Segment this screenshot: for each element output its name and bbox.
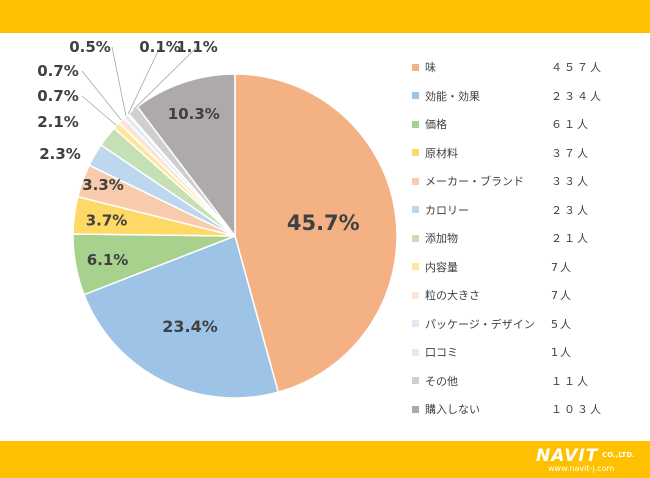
bottom-banner (0, 441, 650, 478)
legend-label: メーカー・ブランド (425, 175, 524, 188)
legend-value: ３７人 (551, 146, 590, 160)
legend-value: １０３人 (551, 403, 603, 416)
data-label: 10.3% (168, 105, 220, 123)
legend-item: 価格 ６１人 (412, 115, 642, 133)
navit-logo: NAVIT CO.,LTD. www.navit-j.com (536, 446, 646, 474)
data-label: 0.7% (37, 62, 79, 80)
data-label: 1.1% (176, 38, 218, 56)
legend-swatch (412, 63, 419, 71)
legend-item: 効能・効果 ２３４人 (412, 87, 642, 105)
legend-swatch (412, 120, 419, 128)
legend-value: ２３４人 (551, 89, 603, 103)
logo-url: www.navit-j.com (548, 464, 615, 473)
legend-value: ２３人 (551, 203, 590, 217)
legend-label: 価格 (425, 118, 447, 131)
logo-suffix: CO.,LTD. (602, 451, 635, 459)
legend-value: ４５７人 (551, 61, 603, 74)
legend-swatch (412, 348, 419, 356)
legend-label: 口コミ (425, 346, 458, 359)
legend-swatch (412, 377, 419, 384)
top-banner (0, 0, 650, 33)
legend-value: 7人 (551, 260, 573, 274)
legend-value: 5人 (551, 317, 573, 331)
legend-swatch (412, 92, 419, 99)
legend-label: 粒の大きさ (425, 289, 480, 302)
legend-swatch (412, 405, 419, 413)
legend-swatch (412, 291, 419, 299)
legend-swatch (412, 234, 419, 242)
data-label: 0.5% (69, 38, 111, 56)
pie-slice (234, 73, 398, 394)
data-label: 23.4% (162, 317, 218, 336)
leader-line (132, 46, 198, 111)
legend-item: 原材料 ３７人 (412, 144, 642, 162)
data-label: 45.7% (287, 211, 360, 235)
legend-value: ２１人 (551, 232, 590, 245)
legend-label: 味 (425, 61, 436, 74)
legend-label: 内容量 (425, 260, 458, 274)
legend-item: 購入しない １０３人 (412, 400, 642, 418)
data-label: 3.3% (82, 176, 124, 194)
legend-label: 効能・効果 (425, 89, 480, 103)
legend-label: その他 (425, 374, 458, 388)
data-label: 0.7% (37, 87, 79, 105)
legend-item: 内容量 7人 (412, 258, 642, 276)
leader-line (81, 70, 122, 121)
pie-chart: 45.7% 23.4% 6.1% 3.7% 3.3%2.3% 2.1% 0.7% 0.7% 0.… (37, 38, 398, 399)
pie-slice (136, 73, 236, 239)
legend-item: 口コミ 1人 (412, 343, 642, 361)
legend-item: カロリー ２３人 (412, 201, 642, 219)
data-label: 6.1% (87, 251, 129, 269)
legend-item: 粒の大きさ 7人 (412, 286, 642, 304)
legend-value: 1人 (551, 346, 573, 359)
legend-label: パッケージ・デザイン (425, 317, 535, 331)
legend-label: 原材料 (425, 146, 458, 160)
leader-line (111, 46, 127, 117)
legend-swatch (412, 263, 419, 270)
legend-swatch (412, 177, 419, 185)
legend-item: 添加物 ２１人 (412, 229, 642, 247)
legend-swatch (412, 320, 419, 327)
legend-label: 購入しない (425, 403, 480, 416)
legend-item: パッケージ・デザイン 5人 (412, 315, 642, 333)
legend-item: 味 ４５７人 (412, 58, 642, 76)
legend-swatch (412, 149, 419, 156)
logo-text: NAVIT (536, 446, 599, 466)
legend-label: カロリー (425, 203, 469, 217)
legend-value: 7人 (551, 289, 573, 302)
legend-label: 添加物 (425, 232, 458, 245)
legend-value: ３３人 (551, 175, 590, 188)
data-label: 2.1% (37, 113, 79, 131)
legend-swatch (412, 206, 419, 213)
data-label: 2.3% (39, 145, 81, 163)
data-label: 3.7% (86, 211, 128, 229)
legend-value: １１人 (551, 374, 590, 388)
leader-line (127, 46, 161, 115)
legend-value: ６１人 (551, 118, 590, 131)
legend-item: メーカー・ブランド ３３人 (412, 172, 642, 190)
leader-line (81, 95, 117, 126)
data-label: 0.1% (139, 38, 181, 56)
legend-item: その他 １１人 (412, 372, 642, 390)
